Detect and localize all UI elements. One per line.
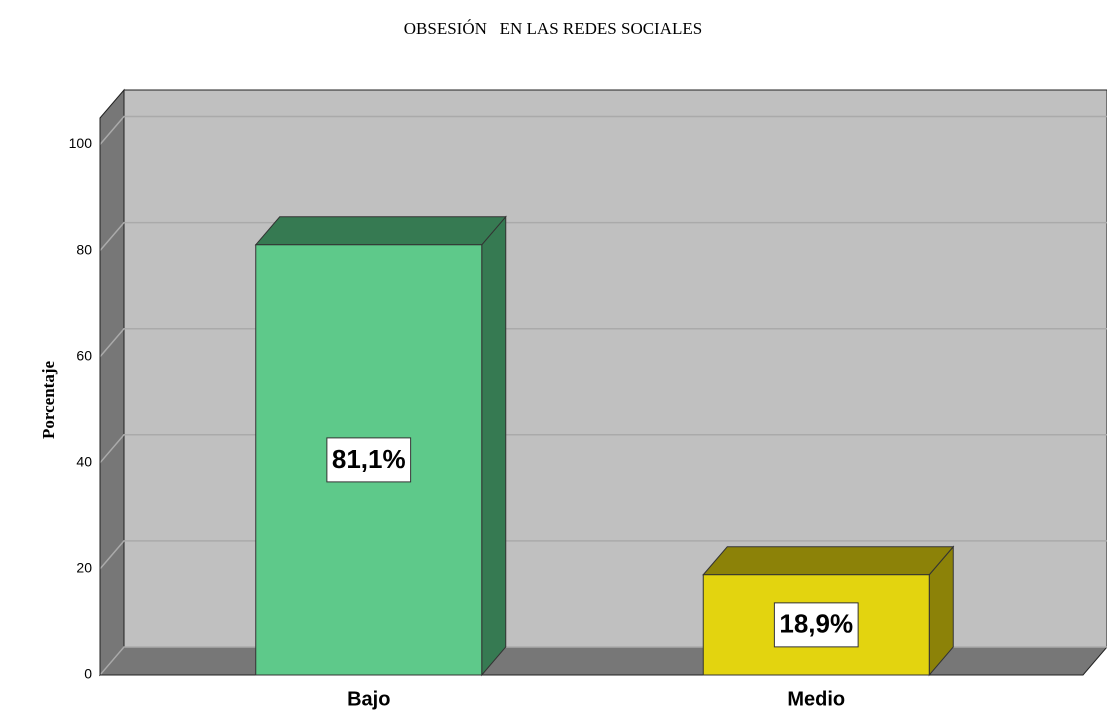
- x-tick-label: Bajo: [347, 688, 390, 710]
- floor: [98, 646, 1107, 676]
- bar-side: [481, 215, 507, 677]
- value-label: 18,9%: [779, 609, 853, 639]
- y-tick-label: 0: [84, 666, 92, 682]
- grid-line: [99, 540, 1107, 570]
- value-label: 81,1%: [332, 444, 406, 474]
- y-tick-label: 40: [76, 454, 92, 470]
- grid-line: [99, 115, 1107, 146]
- grid-line: [99, 221, 1107, 252]
- y-tick-label: 100: [69, 135, 93, 151]
- value-label-box: [326, 437, 412, 483]
- chart-title: OBSESIÓN EN LAS REDES SOCIALES: [404, 19, 702, 38]
- y-tick-label: 80: [76, 241, 92, 257]
- x-tick-label: Medio: [787, 688, 845, 710]
- left-wall: [99, 88, 125, 677]
- y-axis-label: Porcentaje: [39, 361, 58, 439]
- grid-line: [99, 434, 1107, 464]
- bar-top: [702, 546, 955, 576]
- grid-line: [99, 327, 1107, 358]
- bar-top: [254, 216, 507, 246]
- y-tick-label: 20: [76, 560, 92, 576]
- y-tick-label: 60: [76, 347, 92, 363]
- value-label-box: [773, 602, 859, 648]
